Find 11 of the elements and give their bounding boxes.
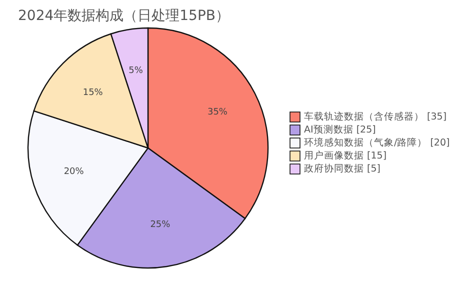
data-label: 25% xyxy=(150,220,171,230)
data-label: 20% xyxy=(64,167,84,178)
chart-title: 2024年数据构成（日处理15PB） xyxy=(18,8,230,24)
legend-label: 用户画像数据 [15] xyxy=(304,150,387,162)
legend-label: 车载轨迹数据（含传感器） [35] xyxy=(304,110,447,122)
data-label: 5% xyxy=(128,66,144,76)
legend-label: AI预测数据 [25] xyxy=(304,124,376,136)
legend-label: 政府协同数据 [5] xyxy=(304,162,380,174)
data-label: 15% xyxy=(82,88,104,98)
legend-label: 环境感知数据（气象/路障） [20] xyxy=(304,136,450,148)
data-label: 35% xyxy=(207,108,228,118)
